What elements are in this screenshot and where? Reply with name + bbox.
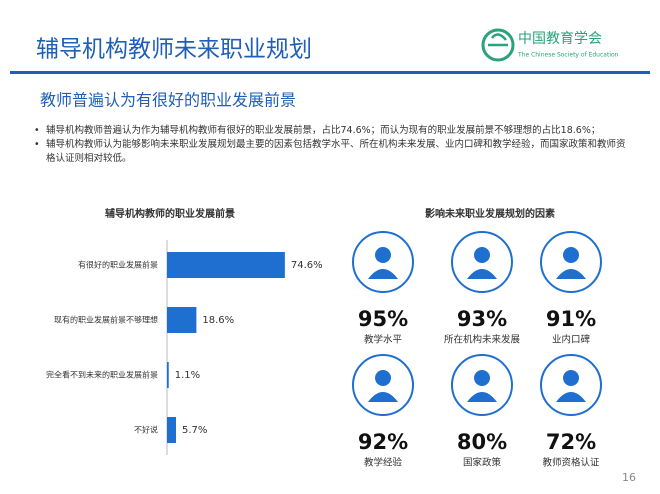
factor-icon <box>556 269 586 279</box>
factor-icon <box>556 392 586 402</box>
factor-icon <box>563 370 579 386</box>
factor-icon-ring <box>352 354 414 416</box>
bar <box>167 307 197 333</box>
title-rule <box>10 71 650 74</box>
page-number: 16 <box>622 471 636 484</box>
factor-percent: 92% <box>358 430 408 454</box>
factor-icon <box>467 392 497 402</box>
factor-label: 教师资格认证 <box>542 457 600 469</box>
factor-percent: 93% <box>457 307 507 331</box>
logo-icon <box>488 33 508 47</box>
category-label: 有很好的职业发展前景 <box>78 260 158 270</box>
logo-icon <box>481 28 515 62</box>
subtitle: 教师普遍认为有很好的职业发展前景 <box>40 91 296 110</box>
factor-icon-ring <box>540 231 602 293</box>
factor-label: 所在机构未来发展 <box>444 334 521 346</box>
factor-label: 教学经验 <box>364 457 403 469</box>
slide-title: 辅导机构教师未来职业规划 <box>36 37 312 63</box>
factor-percent: 80% <box>457 430 507 454</box>
bullet: 辅导机构教师普遍认为作为辅导机构教师有很好的职业发展前景，占比74.6%；而认为… <box>30 124 630 138</box>
factor-icon <box>474 370 490 386</box>
value-label: 5.7% <box>182 425 207 436</box>
factors-title: 影响未来职业发展规划的因素 <box>425 207 555 220</box>
factor-icon <box>375 247 391 263</box>
factor-label: 教学水平 <box>364 334 403 346</box>
factor-icon-ring <box>352 231 414 293</box>
value-label: 1.1% <box>175 370 200 381</box>
bullet: 辅导机构教师认为能够影响未来职业发展规划最主要的因素包括教学水平、所在机构未来发… <box>30 138 630 166</box>
factor-label: 业内口碑 <box>552 334 591 346</box>
category-label: 现有的职业发展前景不够理想 <box>54 315 158 325</box>
factor-percent: 95% <box>358 307 408 331</box>
logo-name: 中国教育学会 <box>518 31 602 47</box>
factor-percent: 72% <box>546 430 596 454</box>
factor-icon-ring <box>451 231 513 293</box>
bar <box>167 362 169 388</box>
factor-icon <box>375 370 391 386</box>
logo-subtitle: The Chinese Society of Education <box>517 52 619 59</box>
factor-percent: 91% <box>546 307 596 331</box>
factor-icon <box>368 269 398 279</box>
factor-icon <box>474 247 490 263</box>
factor-label: 国家政策 <box>463 457 502 469</box>
factor-icon-ring <box>540 354 602 416</box>
bullet-list: 辅导机构教师普遍认为作为辅导机构教师有很好的职业发展前景，占比74.6%；而认为… <box>30 124 630 166</box>
factor-icon <box>368 392 398 402</box>
factor-icon-ring <box>451 354 513 416</box>
chart-title: 辅导机构教师的职业发展前景 <box>105 207 235 220</box>
bar <box>167 252 285 278</box>
factor-icon <box>563 247 579 263</box>
factor-icon <box>467 269 497 279</box>
value-label: 18.6% <box>202 315 234 326</box>
category-label: 完全看不到未来的职业发展前景 <box>46 370 158 380</box>
value-label: 74.6% <box>291 260 323 271</box>
category-label: 不好说 <box>134 425 158 435</box>
bar <box>167 417 177 443</box>
